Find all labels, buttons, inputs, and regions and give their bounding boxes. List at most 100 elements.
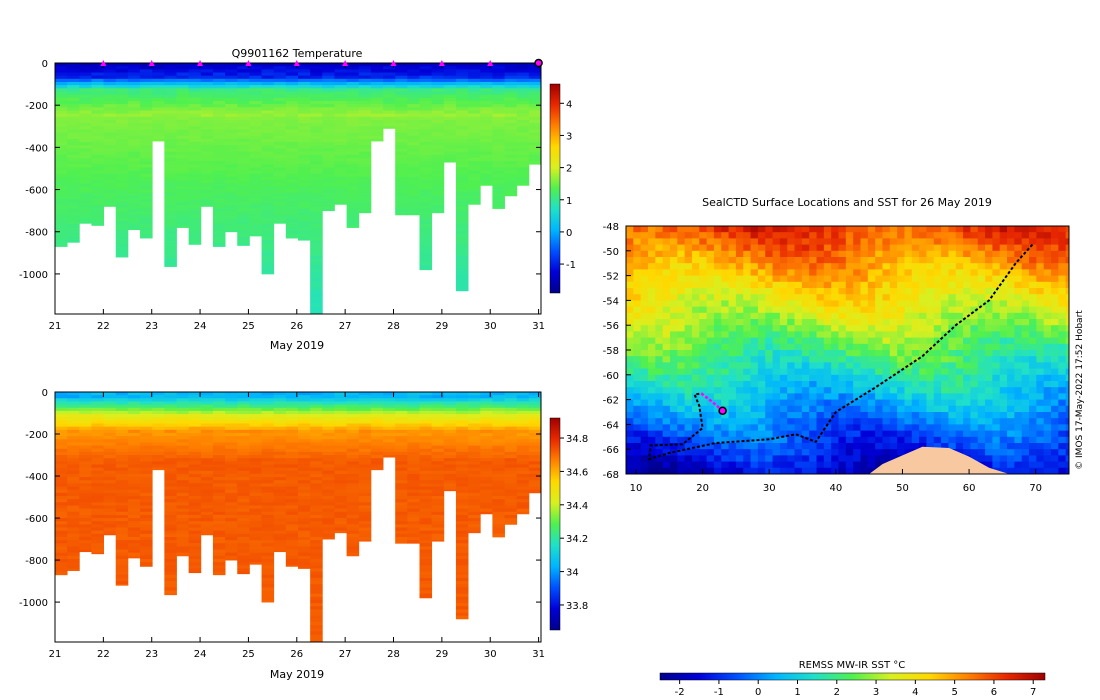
data-cell (419, 455, 433, 459)
sst-cell (911, 257, 920, 264)
data-cell (164, 237, 177, 241)
data-cell (140, 562, 153, 566)
data-cell (127, 555, 141, 559)
data-cell (407, 192, 420, 197)
data-cell (273, 199, 287, 203)
sst-cell (794, 232, 803, 239)
data-cell (261, 221, 275, 225)
data-cell (407, 167, 420, 171)
data-cell (322, 157, 335, 162)
data-cell (212, 470, 226, 475)
data-cell (67, 552, 80, 557)
data-cell (334, 142, 347, 146)
data-cell (164, 499, 177, 503)
sst-cell (691, 294, 700, 301)
data-cell (127, 151, 141, 156)
data-cell (310, 552, 323, 557)
data-cell (419, 78, 433, 83)
data-cell (285, 464, 299, 469)
data-cell (273, 540, 287, 544)
sst-cell (977, 281, 986, 289)
data-cell (249, 458, 262, 462)
data-cell (188, 97, 202, 102)
data-cell (455, 577, 469, 582)
data-cell (346, 218, 360, 222)
data-cell (200, 142, 214, 146)
data-cell (431, 499, 445, 503)
data-cell (419, 596, 433, 599)
data-cell (334, 401, 347, 405)
sst-cell (779, 238, 788, 245)
sst-cell (743, 226, 751, 233)
data-cell (200, 195, 214, 200)
data-cell (528, 464, 541, 469)
data-cell (261, 552, 275, 557)
data-cell (504, 173, 518, 178)
data-cell (383, 439, 396, 443)
data-cell (188, 524, 202, 528)
data-cell (140, 151, 153, 156)
data-cell (249, 202, 262, 206)
data-cell (273, 499, 287, 503)
sst-cell (1065, 257, 1069, 264)
data-cell (468, 458, 481, 462)
data-cell (164, 126, 177, 130)
data-cell (249, 208, 262, 213)
data-cell (383, 119, 396, 124)
data-cell (115, 511, 129, 516)
sst-cell (963, 294, 971, 301)
sst-cell (926, 281, 935, 289)
data-cell (91, 78, 104, 83)
data-cell (298, 467, 311, 472)
data-cell (419, 461, 433, 465)
data-cell (334, 113, 347, 118)
data-cell (492, 395, 505, 399)
data-cell (480, 417, 493, 421)
data-cell (298, 486, 311, 491)
data-cell (200, 473, 214, 478)
data-cell (103, 170, 117, 175)
sst-cell (1029, 294, 1037, 301)
data-cell (407, 511, 420, 516)
y-tick-label: 0 (42, 59, 48, 70)
data-cell (67, 142, 80, 146)
data-cell (370, 445, 384, 450)
data-cell (358, 489, 372, 494)
data-cell (67, 489, 80, 494)
data-cell (176, 173, 190, 178)
data-cell (127, 527, 141, 532)
data-cell (91, 543, 104, 547)
data-cell (298, 145, 311, 149)
data-cell (395, 157, 408, 162)
data-cell (249, 192, 262, 197)
data-cell (164, 221, 177, 225)
data-cell (273, 429, 287, 434)
sst-cell (999, 244, 1008, 252)
data-cell (358, 414, 372, 418)
sst-cell (875, 300, 883, 307)
sst-cell (809, 244, 817, 252)
data-cell (419, 170, 433, 175)
data-cell (443, 72, 457, 77)
sst-cell (801, 244, 810, 252)
data-cell (115, 218, 129, 222)
data-cell (528, 407, 541, 412)
data-cell (431, 489, 445, 494)
data-cell (298, 527, 311, 532)
data-cell (188, 473, 202, 478)
sst-cell (787, 238, 795, 245)
data-cell (419, 268, 433, 271)
sst-cell (743, 250, 751, 258)
data-cell (67, 119, 80, 124)
data-cell (516, 110, 530, 115)
data-cell (370, 107, 384, 111)
sst-cell (853, 281, 861, 289)
data-cell (249, 514, 262, 519)
data-cell (419, 499, 433, 503)
data-cell (237, 477, 250, 481)
data-cell (188, 167, 202, 171)
data-cell (225, 448, 238, 453)
sst-cell (1029, 300, 1037, 307)
sst-cell (926, 232, 935, 239)
data-cell (504, 69, 518, 73)
